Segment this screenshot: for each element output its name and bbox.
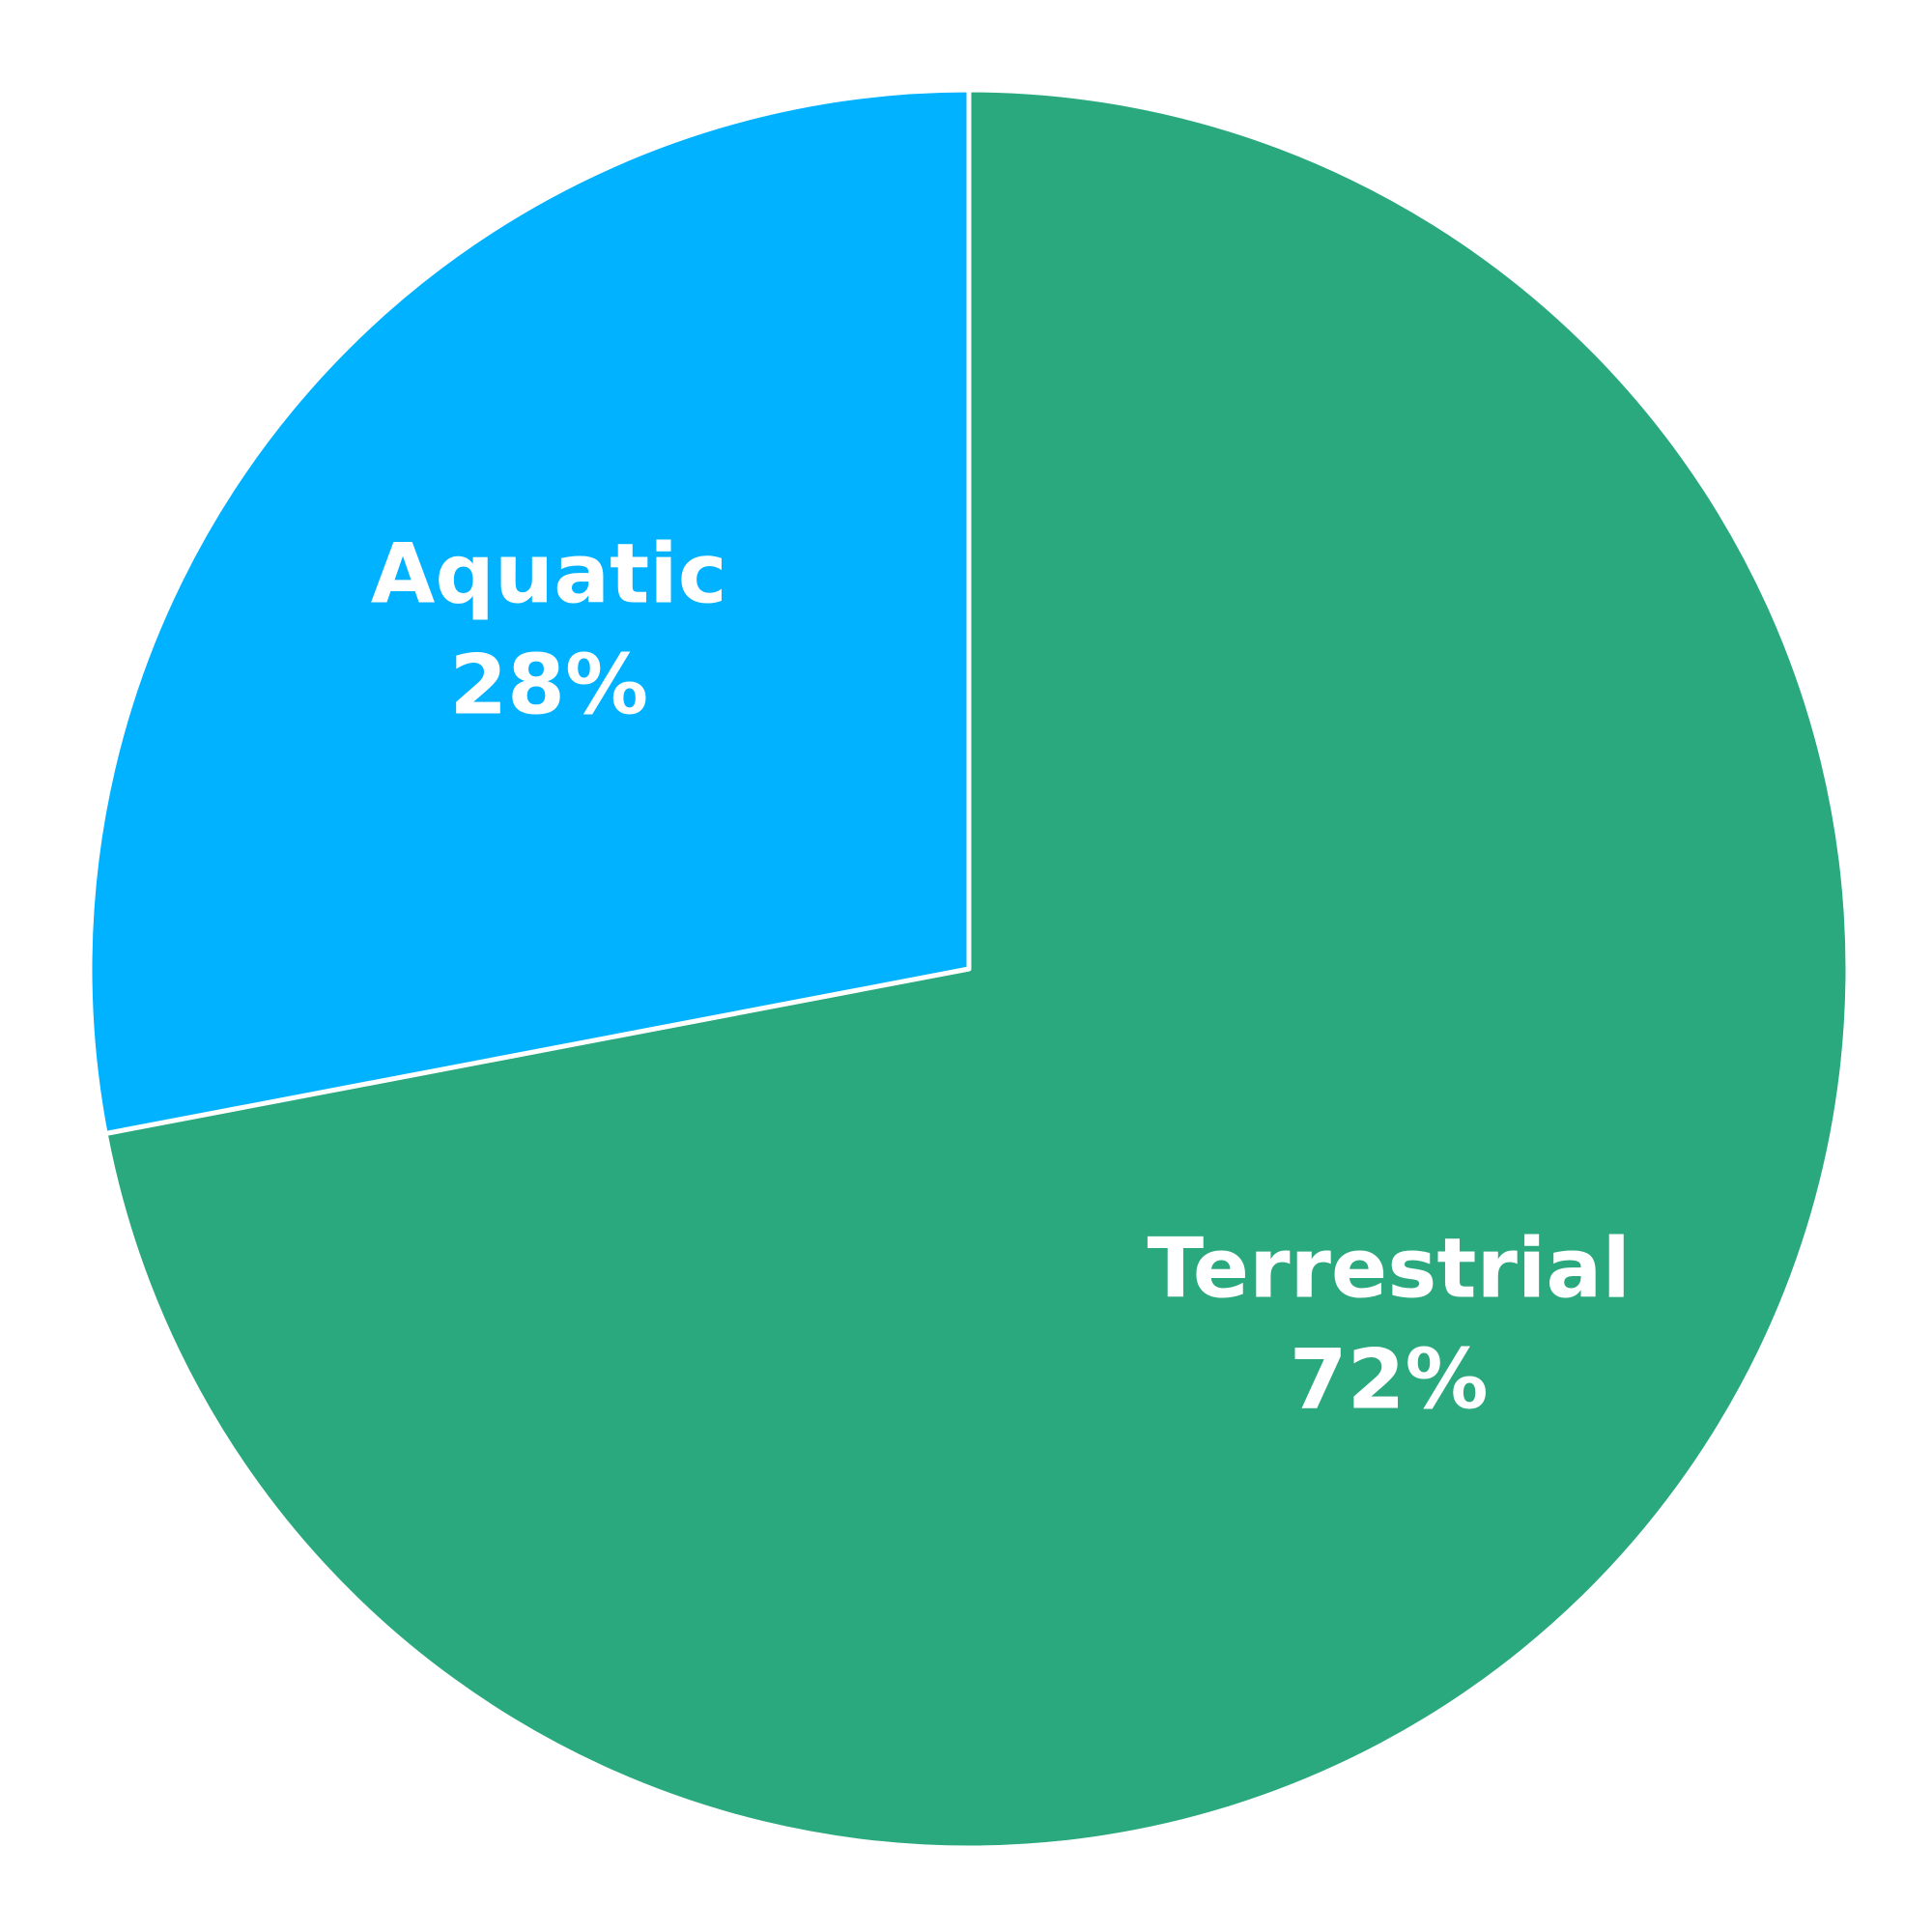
pie-slice-aquatic xyxy=(87,87,972,1137)
pie-slice-terrestrial xyxy=(102,87,1851,1851)
pie-labels: Terrestrial 72% Aquatic 28% xyxy=(371,526,1631,1428)
slice-label-aquatic: Aquatic xyxy=(371,526,727,622)
slice-value-aquatic: 28% xyxy=(449,637,648,733)
slice-value-terrestrial: 72% xyxy=(1290,1332,1489,1429)
slice-label-terrestrial: Terrestrial xyxy=(1148,1221,1631,1318)
pie-slices xyxy=(87,87,1851,1851)
